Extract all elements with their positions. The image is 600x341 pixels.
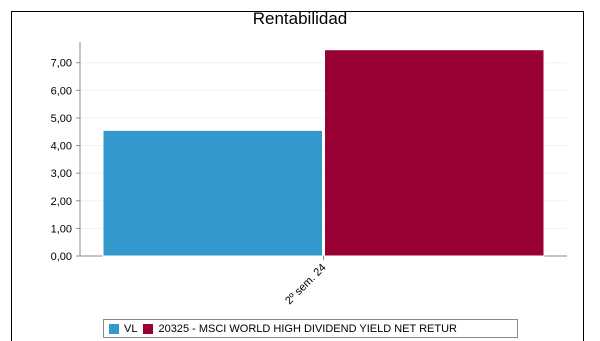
y-tick-label: 0,00 [51, 251, 72, 263]
y-tick-label: 1,00 [51, 223, 72, 235]
y-tick-label: 7,00 [51, 58, 72, 70]
legend-item-vl: VL [109, 323, 137, 335]
legend-item-benchmark: 20325 - MSCI WORLD HIGH DIVIDEND YIELD N… [143, 323, 457, 335]
y-tick-label: 6,00 [51, 85, 72, 97]
bar-layer [102, 49, 545, 257]
bar-vl [102, 129, 323, 257]
legend-label-benchmark: 20325 - MSCI WORLD HIGH DIVIDEND YIELD N… [158, 322, 457, 335]
legend-swatch-vl [109, 323, 119, 334]
y-tick-label: 4,00 [51, 141, 72, 153]
legend-label-vl: VL [124, 322, 138, 335]
x-tick-label: 2º sem. 24 [283, 262, 328, 307]
y-tick-label: 3,00 [51, 168, 72, 180]
y-tick-label: 2,00 [51, 196, 72, 208]
legend-swatch-benchmark [143, 323, 154, 334]
chart-title: Rentabilidad [252, 9, 348, 28]
y-tick-label: 5,00 [51, 113, 72, 125]
bar-benchmark [324, 49, 545, 257]
chart-legend: VL 20325 - MSCI WORLD HIGH DIVIDEND YIEL… [103, 319, 518, 338]
